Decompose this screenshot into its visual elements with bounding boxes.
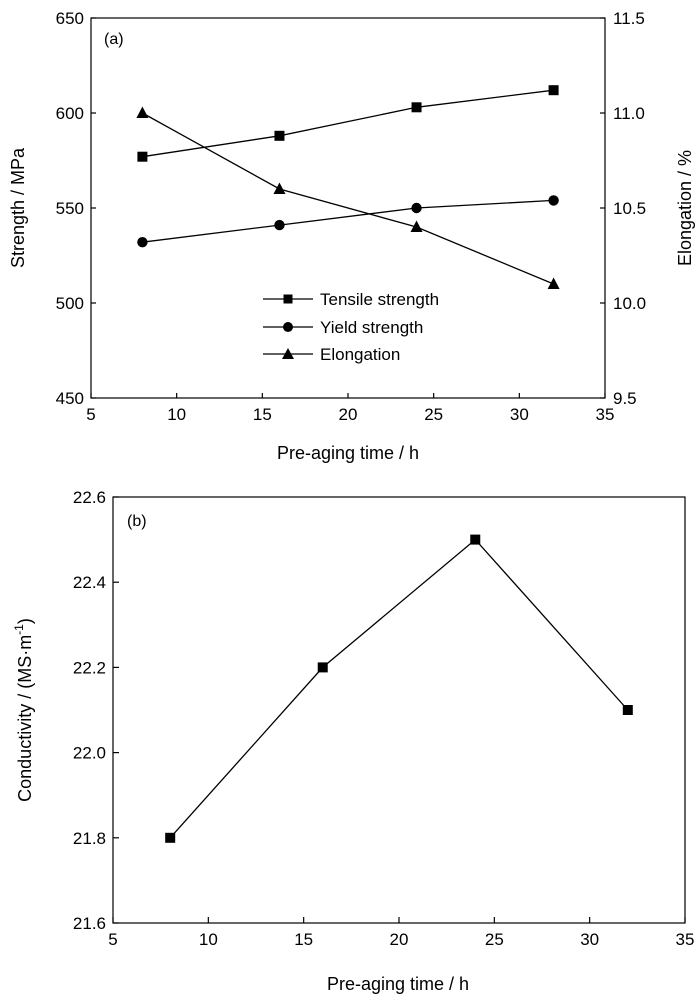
legend-label-yield: Yield strength (320, 318, 423, 337)
data-point (317, 662, 328, 673)
y-axis-title-a: Strength / MPa (8, 147, 28, 268)
series-layer-a (136, 85, 560, 289)
x-tick-label: 10 (167, 405, 186, 424)
data-point (274, 130, 285, 141)
y-tick-label: 22.0 (73, 744, 106, 763)
series-layer-b (165, 534, 633, 843)
x-tick-label: 25 (485, 930, 504, 949)
panel-label-a: (a) (104, 31, 124, 48)
series-line-a-1 (142, 199, 554, 243)
square-marker-icon (283, 294, 293, 304)
series-line-a-0 (142, 89, 554, 158)
x-tick-label: 15 (294, 930, 313, 949)
y-axis-title-b-sup: -1 (12, 624, 26, 635)
data-point (137, 151, 148, 162)
legend-label-tensile: Tensile strength (320, 290, 439, 309)
y-tick-label: 22.2 (73, 658, 106, 677)
y-tick-label: 450 (56, 389, 84, 408)
y-tick-label: 21.6 (73, 914, 106, 933)
data-point (470, 534, 481, 545)
data-point (136, 106, 149, 118)
x-ticks-a: 5 10 15 20 25 30 35 (86, 393, 614, 424)
data-point (273, 182, 286, 194)
x-tick-label: 25 (424, 405, 443, 424)
y-axis-title-b: Conductivity / (MS·m-1) (12, 618, 35, 802)
legend-a: Tensile strength Yield strength Elongati… (263, 290, 439, 364)
legend-entry-yield: Yield strength (263, 318, 423, 337)
y2-tick-label: 10.0 (613, 294, 646, 313)
y-tick-label: 650 (56, 9, 84, 28)
data-point (548, 195, 559, 206)
plot-frame-b (112, 496, 686, 924)
x-tick-label: 10 (199, 930, 218, 949)
x-ticks-b: 5 10 15 20 25 30 35 (108, 917, 694, 949)
y-axis-title-b-close: ) (15, 618, 35, 624)
data-point (411, 102, 422, 113)
y2-tick-label: 9.5 (613, 389, 637, 408)
y2-axis-title-a: Elongation / % (675, 150, 695, 266)
x-tick-label: 15 (253, 405, 272, 424)
y2-tick-label: 10.5 (613, 199, 646, 218)
x-tick-label: 35 (596, 405, 615, 424)
y2-tick-label: 11.0 (613, 104, 645, 123)
y-ticks-b: 21.6 21.8 22.0 22.2 22.4 22.6 (73, 488, 119, 933)
legend-entry-tensile: Tensile strength (263, 290, 439, 309)
triangle-marker-icon (282, 348, 294, 359)
panel-a: 5 10 15 20 25 30 35 450 500 550 600 650 9.5 10.0 10.… (8, 9, 695, 463)
data-point (411, 202, 422, 214)
y-tick-label: 22.4 (73, 573, 106, 592)
data-point (547, 277, 560, 289)
data-point (622, 705, 633, 715)
x-tick-label: 20 (339, 405, 358, 424)
x-tick-label: 35 (676, 930, 695, 949)
panel-b: 5 10 15 20 25 30 35 21.6 21.8 22.0 22.2 22.4 22.6 (… (12, 488, 694, 994)
data-point (410, 220, 423, 232)
x-tick-label: 30 (510, 405, 529, 424)
legend-entry-elongation: Elongation (263, 345, 400, 364)
y-ticks-a: 450 500 550 600 650 (56, 9, 96, 408)
data-point (548, 85, 559, 96)
x-tick-label: 5 (86, 405, 95, 424)
y-tick-label: 500 (56, 294, 84, 313)
data-point (137, 237, 148, 248)
y2-tick-label: 11.5 (613, 9, 645, 28)
x-tick-label: 30 (580, 930, 599, 949)
y-axis-title-b-main: Conductivity / (MS·m (15, 635, 35, 802)
series-line-b-0 (169, 538, 629, 839)
y-tick-label: 21.8 (73, 829, 106, 848)
data-point (274, 219, 285, 231)
x-axis-title-b: Pre-aging time / h (327, 974, 469, 994)
y-tick-label: 600 (56, 104, 84, 123)
x-axis-title-a: Pre-aging time / h (277, 443, 419, 463)
series-line-a-2 (142, 112, 554, 285)
legend-label-elongation: Elongation (320, 345, 400, 364)
x-tick-label: 20 (390, 930, 409, 949)
x-tick-label: 5 (108, 930, 117, 949)
y-tick-label: 22.6 (73, 488, 106, 507)
data-point (165, 832, 176, 843)
y-tick-label: 550 (56, 199, 84, 218)
circle-marker-icon (283, 322, 293, 332)
y2-ticks-a: 9.5 10.0 10.5 11.0 11.5 (600, 9, 646, 408)
panel-label-b: (b) (127, 513, 147, 530)
